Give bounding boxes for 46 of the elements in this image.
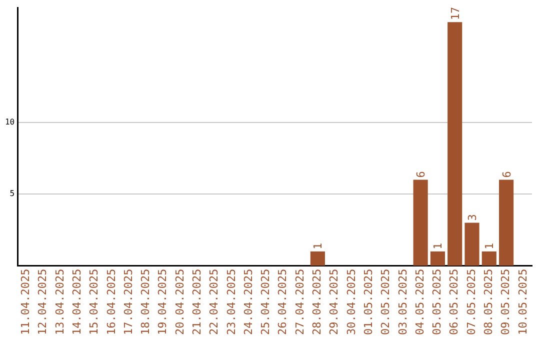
bar xyxy=(310,251,325,266)
x-tick-label: 18.04.2025 xyxy=(139,268,152,336)
x-tick-label: 01.05.2025 xyxy=(362,268,375,336)
data-label: 1 xyxy=(432,242,445,250)
x-tick-label: 11.04.2025 xyxy=(19,268,32,336)
x-tick-label: 16.04.2025 xyxy=(104,268,118,336)
bar xyxy=(482,251,496,266)
x-tick-label: 24.04.2025 xyxy=(242,268,255,336)
x-tick-label: 10.05.2025 xyxy=(516,268,530,336)
x-tick-label: 20.04.2025 xyxy=(173,268,186,336)
x-tick-label: 08.05.2025 xyxy=(482,268,495,336)
x-tick-label: 07.05.2025 xyxy=(464,268,478,336)
data-label: 1 xyxy=(483,242,496,250)
x-tick-label: 29.04.2025 xyxy=(328,268,341,336)
x-tick-label: 15.04.2025 xyxy=(88,268,101,336)
bar xyxy=(448,22,462,266)
x-tick-label: 22.04.2025 xyxy=(208,268,221,336)
x-tick-label: 21.04.2025 xyxy=(190,268,204,336)
x-tick-label: 06.05.2025 xyxy=(448,268,461,336)
y-tick-label: 10 xyxy=(4,118,15,127)
bar xyxy=(430,251,445,266)
data-label: 3 xyxy=(466,214,479,221)
bar xyxy=(464,222,480,266)
x-tick-label: 05.05.2025 xyxy=(430,268,444,336)
data-label: 17 xyxy=(448,6,462,20)
x-tick-label: 09.05.2025 xyxy=(499,268,512,336)
x-tick-label: 02.05.2025 xyxy=(379,268,392,336)
x-tick-label: 12.04.2025 xyxy=(36,268,50,336)
bar xyxy=(413,180,428,266)
x-tick-label: 25.04.2025 xyxy=(259,268,272,336)
x-tick-label: 19.04.2025 xyxy=(156,268,170,336)
x-tick-label: 17.04.2025 xyxy=(122,268,135,336)
x-tick-label: 23.04.2025 xyxy=(224,268,238,336)
y-tick-label: 5 xyxy=(10,189,15,198)
x-tick-label: 13.04.2025 xyxy=(53,268,66,336)
x-tick-label: 28.04.2025 xyxy=(310,268,324,336)
x-tick-label: 30.04.2025 xyxy=(344,268,358,336)
x-tick-label: 14.04.2025 xyxy=(70,268,84,336)
data-label: 6 xyxy=(414,171,428,178)
data-label: 6 xyxy=(500,171,514,178)
x-tick-label: 27.04.2025 xyxy=(293,268,306,336)
x-tick-label: 04.05.2025 xyxy=(413,268,426,336)
data-label: 1 xyxy=(312,242,325,250)
x-tick-label: 03.05.2025 xyxy=(396,268,410,336)
bar xyxy=(498,180,514,266)
x-tick-label: 26.04.2025 xyxy=(276,268,290,336)
